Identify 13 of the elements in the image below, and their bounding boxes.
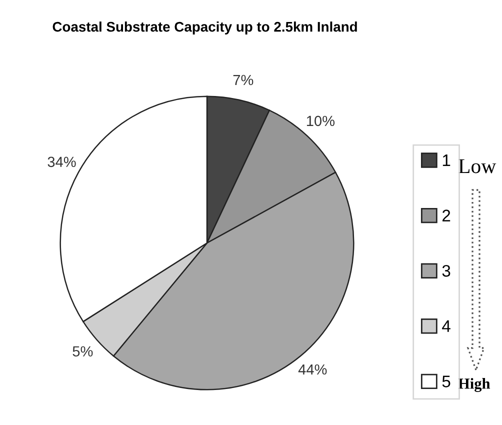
text: High	[458, 378, 490, 392]
data-label: 10%	[306, 116, 335, 126]
legend-label: 5	[442, 376, 450, 388]
chart-title: Coastal Substrate Capacity up to 2.5km Inland	[52, 22, 357, 34]
data-label: 7%	[233, 74, 254, 86]
legend-label: 3	[442, 264, 450, 277]
text: Low	[458, 159, 496, 174]
data-label: 44%	[298, 364, 327, 375]
data-label: 5%	[72, 346, 93, 357]
legend-label: 4	[442, 320, 450, 332]
legend-label: 1	[442, 154, 450, 166]
legend-label: 2	[442, 210, 450, 222]
data-label: 34%	[48, 156, 76, 168]
